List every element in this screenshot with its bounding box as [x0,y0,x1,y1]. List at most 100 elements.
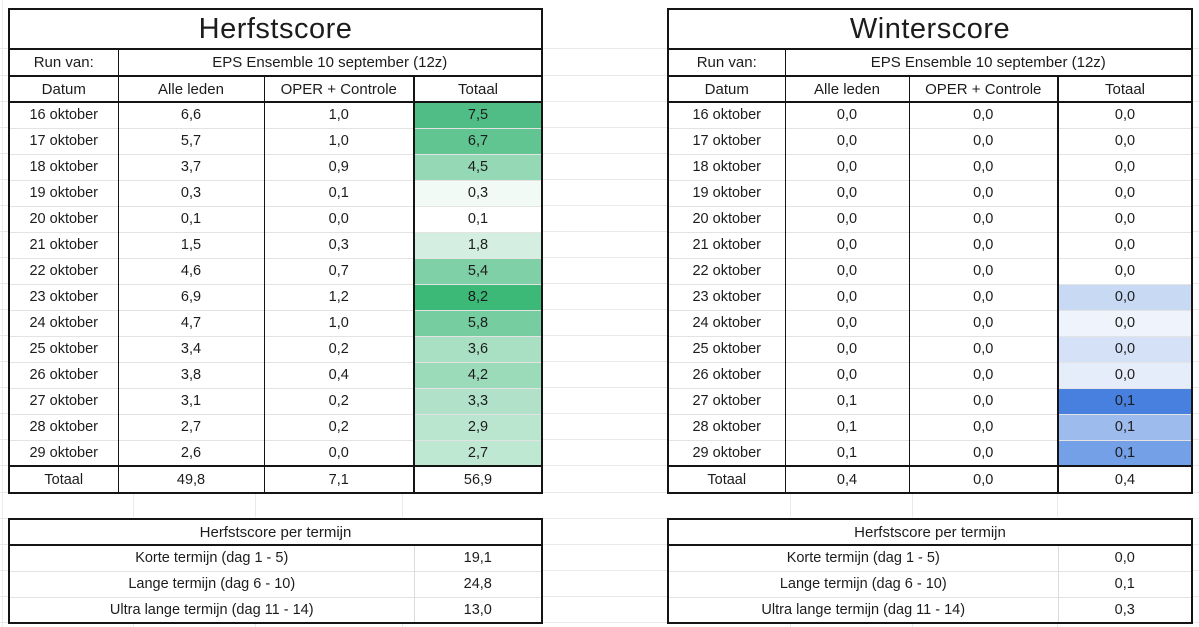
oper-controle-cell[interactable]: 1,2 [263,283,414,310]
date-cell[interactable]: 16 oktober [692,107,762,124]
alle-leden-cell[interactable]: 0,3 [117,179,264,206]
alle-leden-cell[interactable]: 0,0 [784,335,909,362]
date-cell[interactable]: 17 oktober [668,127,785,154]
oper-controle-cell[interactable]: 0,1 [263,179,414,206]
term-value-cell[interactable]: 24,8 [413,570,542,597]
run-value-cell[interactable]: EPS Ensemble 10 september (12z) [118,49,543,77]
date-cell[interactable]: 16 oktober [29,107,99,124]
run-value-cell[interactable]: EPS Ensemble 10 september (12z) [785,49,1193,77]
term-label-cell[interactable]: Lange termijn (dag 6 - 10) [9,570,414,597]
totaal-cell[interactable]: 2,7 [412,439,543,466]
date-cell[interactable]: 20 oktober [9,205,118,232]
oper-controle-cell[interactable]: 0,0 [908,413,1058,440]
alle-leden-cell[interactable]: 3,4 [117,335,264,362]
term-label-cell[interactable]: Korte termijn (dag 1 - 5) [135,550,289,567]
alle-leden-cell[interactable]: 1,5 [117,231,264,258]
totaal-cell[interactable]: 3,6 [412,335,543,362]
term-label-cell[interactable]: Ultra lange termijn (dag 11 - 14) [668,596,1058,623]
totaal-cell[interactable]: 6,7 [412,127,543,154]
run-label-cell[interactable]: Run van: [668,49,786,77]
totaal-cell[interactable]: 5,4 [412,257,543,284]
totaal-cell[interactable]: 0,0 [1056,309,1193,336]
alle-leden-cell[interactable]: 0,0 [784,102,909,128]
totaal-cell[interactable]: 0,0 [1056,335,1193,362]
totaal-cell[interactable]: 0,0 [1056,283,1193,310]
term-value-cell[interactable]: 13,0 [413,596,542,623]
term-value-cell[interactable]: 19,1 [413,545,542,571]
term-label-cell[interactable]: Lange termijn (dag 6 - 10) [668,570,1058,597]
totaal-cell[interactable]: 0,0 [1056,231,1193,258]
term-value-cell[interactable]: 0,0 [1057,545,1192,571]
totaal-cell[interactable]: 0,1 [412,205,543,232]
oper-controle-cell[interactable]: 1,0 [263,127,414,154]
oper-controle-cell[interactable]: 0,0 [908,231,1058,258]
totaal-cell[interactable]: 0,0 [1056,179,1193,206]
alle-leden-cell[interactable]: 0,0 [784,179,909,206]
col-header-alle-leden[interactable]: Alle leden [784,76,909,103]
totaal-cell[interactable]: 2,9 [412,413,543,440]
col-header-alle-leden[interactable]: Alle leden [117,76,264,103]
col-header-oper-controle[interactable]: OPER + Controle [908,76,1058,103]
date-cell[interactable]: 22 oktober [668,257,785,284]
date-cell[interactable]: 18 oktober [9,153,118,180]
term-value-cell[interactable]: 0,3 [1057,596,1192,623]
date-cell[interactable]: 24 oktober [668,309,785,336]
date-cell[interactable]: 18 oktober [668,153,785,180]
oper-controle-cell[interactable]: 0,0 [263,439,414,466]
totaal-cell[interactable]: 0,0 [1056,102,1193,128]
date-cell[interactable]: 27 oktober [9,387,118,414]
date-cell[interactable]: 23 oktober [9,283,118,310]
alle-leden-cell[interactable]: 0,0 [784,127,909,154]
oper-controle-cell[interactable]: 0,0 [908,309,1058,336]
oper-controle-cell[interactable]: 0,3 [263,231,414,258]
alle-leden-cell[interactable]: 6,6 [117,102,264,128]
oper-controle-cell[interactable]: 0,0 [908,439,1058,466]
date-cell[interactable]: 29 oktober [9,439,118,466]
oper-controle-cell[interactable]: 0,0 [908,387,1058,414]
alle-leden-cell[interactable]: 2,7 [117,413,264,440]
date-cell[interactable]: 28 oktober [9,413,118,440]
alle-leden-cell[interactable]: 3,7 [117,153,264,180]
oper-controle-cell[interactable]: 1,0 [263,309,414,336]
total-totaal-cell[interactable]: 0,4 [1056,465,1193,493]
date-cell[interactable]: 25 oktober [668,335,785,362]
date-cell[interactable]: 19 oktober [668,179,785,206]
oper-controle-cell[interactable]: 0,0 [908,205,1058,232]
col-header-datum[interactable]: Datum [668,76,785,103]
date-cell[interactable]: 26 oktober [668,361,785,388]
oper-controle-cell[interactable]: 0,0 [908,102,1058,128]
term-label-cell[interactable]: Ultra lange termijn (dag 11 - 14) [9,596,414,623]
oper-controle-cell[interactable]: 1,0 [263,102,414,128]
date-cell[interactable]: 24 oktober [9,309,118,336]
col-header-totaal[interactable]: Totaal [1056,76,1193,103]
run-label-cell[interactable]: Run van: [9,49,119,77]
alle-leden-cell[interactable]: 0,0 [784,231,909,258]
col-header-totaal[interactable]: Totaal [412,76,543,103]
total-label-cell[interactable]: Totaal [9,465,118,493]
alle-leden-cell[interactable]: 0,0 [784,257,909,284]
totaal-cell[interactable]: 3,3 [412,387,543,414]
col-header-datum[interactable]: Datum [9,76,118,103]
totaal-cell[interactable]: 1,8 [412,231,543,258]
date-cell[interactable]: 25 oktober [9,335,118,362]
date-cell[interactable]: 17 oktober [9,127,118,154]
date-cell[interactable]: 19 oktober [9,179,118,206]
total-oper-cell[interactable]: 7,1 [263,465,414,493]
totaal-cell[interactable]: 0,0 [1056,153,1193,180]
date-cell[interactable]: 21 oktober [668,231,785,258]
totaal-cell[interactable]: 8,2 [412,283,543,310]
oper-controle-cell[interactable]: 0,2 [263,335,414,362]
date-cell[interactable]: 26 oktober [9,361,118,388]
totaal-cell[interactable]: 0,0 [1056,127,1193,154]
oper-controle-cell[interactable]: 0,0 [908,361,1058,388]
alle-leden-cell[interactable]: 0,0 [784,283,909,310]
oper-controle-cell[interactable]: 0,2 [263,413,414,440]
oper-controle-cell[interactable]: 0,9 [263,153,414,180]
alle-leden-cell[interactable]: 0,1 [117,205,264,232]
alle-leden-cell[interactable]: 0,1 [784,439,909,466]
oper-controle-cell[interactable]: 0,0 [263,205,414,232]
alle-leden-cell[interactable]: 0,0 [784,309,909,336]
alle-leden-cell[interactable]: 6,9 [117,283,264,310]
date-cell[interactable]: 27 oktober [668,387,785,414]
totaal-cell[interactable]: 5,8 [412,309,543,336]
